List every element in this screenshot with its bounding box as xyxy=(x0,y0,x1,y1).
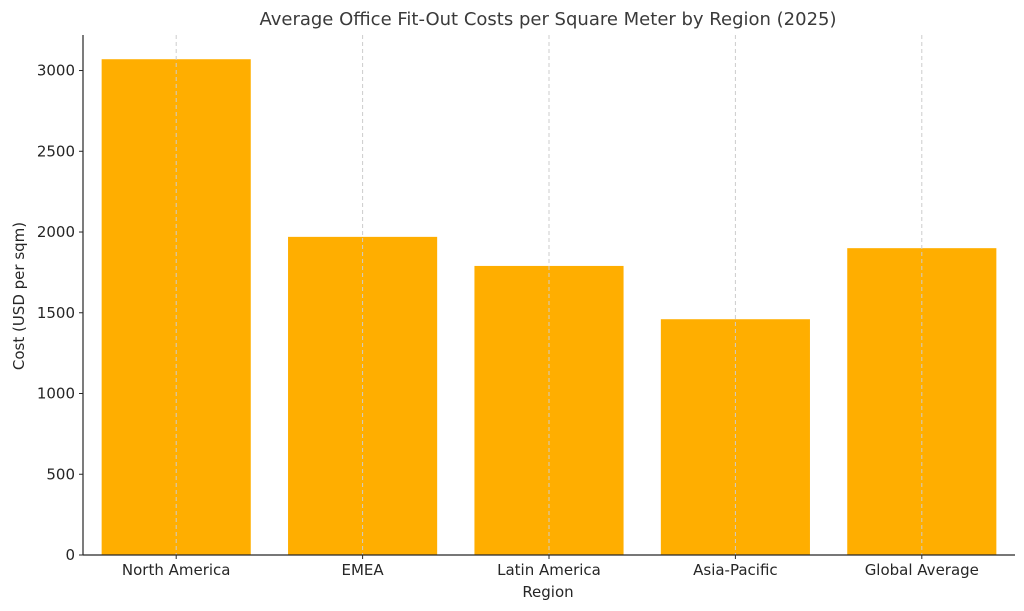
axes-layer xyxy=(79,35,1015,559)
chart-title: Average Office Fit-Out Costs per Square … xyxy=(259,9,836,30)
grid-layer xyxy=(175,35,923,555)
x-tick-label: Latin America xyxy=(497,561,601,579)
x-tick-label: Asia-Pacific xyxy=(693,561,778,579)
x-tick-label: EMEA xyxy=(342,561,385,579)
y-tick-label: 2500 xyxy=(37,142,75,160)
x-tick-label: Global Average xyxy=(865,561,979,579)
x-axis-label: Region xyxy=(522,583,573,601)
y-axis-label: Cost (USD per sqm) xyxy=(10,222,28,370)
x-tick-labels: North America EMEA Latin America Asia-Pacif… xyxy=(122,561,979,579)
y-tick-label: 1500 xyxy=(37,304,75,322)
y-tick-label: 0 xyxy=(65,546,75,564)
x-tick-label: North America xyxy=(122,561,231,579)
y-tick-label: 1000 xyxy=(37,385,75,403)
y-tick-labels: 0 500 1000 1500 2000 2500 3000 xyxy=(37,62,75,564)
y-tick-label: 500 xyxy=(46,465,75,483)
y-tick-label: 3000 xyxy=(37,62,75,80)
y-tick-label: 2000 xyxy=(37,223,75,241)
